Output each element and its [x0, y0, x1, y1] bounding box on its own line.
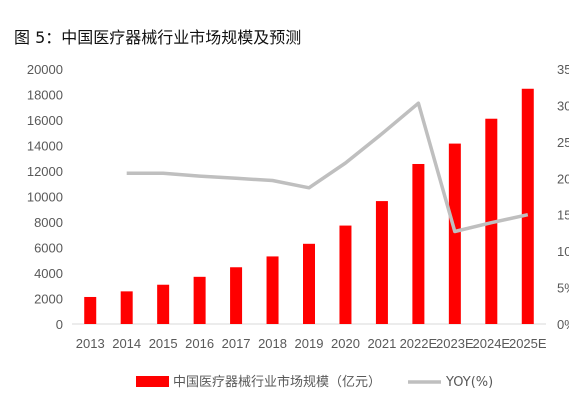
bar	[266, 256, 279, 324]
y-left-tick-label: 0	[56, 317, 63, 332]
y-left-tick-label: 8000	[34, 215, 63, 230]
legend-bar-swatch	[136, 376, 169, 387]
bar	[84, 296, 97, 324]
y-left-tick-label: 6000	[34, 241, 63, 256]
legend-line-label: YOY(%)	[445, 375, 493, 390]
x-tick-label: 2024E	[473, 336, 511, 351]
y-left-tick-label: 2000	[34, 292, 63, 307]
y-left-tick-label: 14000	[27, 139, 63, 154]
legend: 中国医疗器械行业市场规模（亿元） YOY(%)	[136, 374, 493, 390]
y-right-tick-label: 15%	[557, 208, 569, 223]
x-tick-label: 2021	[367, 336, 396, 351]
figure-title: 图 5：中国医疗器械行业市场规模及预测	[14, 28, 302, 47]
y-left-axis-ticks: 0 2000 4000 6000 8000 10000 12000 14000 16000 180…	[27, 62, 63, 332]
bar	[375, 201, 388, 324]
x-tick-label: 2013	[76, 336, 105, 351]
yoy-line	[126, 101, 529, 234]
y-left-tick-label: 20000	[27, 62, 63, 77]
x-tick-label: 2014	[112, 336, 141, 351]
y-right-axis-ticks: 0% 5% 10% 15% 20% 25% 30% 35%	[557, 62, 569, 332]
bar-series	[84, 88, 534, 324]
legend-bar-label: 中国医疗器械行业市场规模（亿元）	[173, 374, 381, 390]
y-right-tick-label: 0%	[557, 317, 569, 332]
y-left-tick-label: 16000	[27, 113, 63, 128]
y-right-tick-label: 25%	[557, 135, 569, 150]
y-right-tick-label: 5%	[557, 281, 569, 296]
bar	[157, 284, 170, 324]
x-tick-label: 2016	[185, 336, 214, 351]
y-left-tick-label: 18000	[27, 88, 63, 103]
y-right-tick-label: 20%	[557, 171, 569, 186]
x-tick-label: 2018	[258, 336, 287, 351]
bar	[230, 267, 243, 324]
x-tick-label: 2019	[295, 336, 324, 351]
x-tick-label: 2022E	[400, 336, 438, 351]
y-right-tick-label: 35%	[557, 62, 569, 77]
y-right-tick-label: 30%	[557, 98, 569, 113]
y-left-tick-label: 10000	[27, 190, 63, 205]
x-axis-ticks: 2013 2014 2015 2016 2017 2018 2019 2020 2021 2022…	[76, 336, 547, 351]
x-tick-label: 2023E	[436, 336, 474, 351]
bar	[339, 225, 352, 324]
x-tick-label: 2015	[149, 336, 178, 351]
bar	[120, 291, 133, 324]
y-right-tick-label: 10%	[557, 244, 569, 259]
bar	[303, 243, 315, 324]
x-tick-label: 2025E	[509, 336, 547, 351]
bar	[412, 163, 425, 324]
y-left-tick-label: 12000	[27, 164, 63, 179]
bar	[448, 143, 461, 324]
bar	[193, 276, 206, 324]
y-left-tick-label: 4000	[34, 266, 63, 281]
bar	[521, 88, 534, 324]
x-tick-label: 2017	[222, 336, 251, 351]
x-tick-label: 2020	[331, 336, 360, 351]
